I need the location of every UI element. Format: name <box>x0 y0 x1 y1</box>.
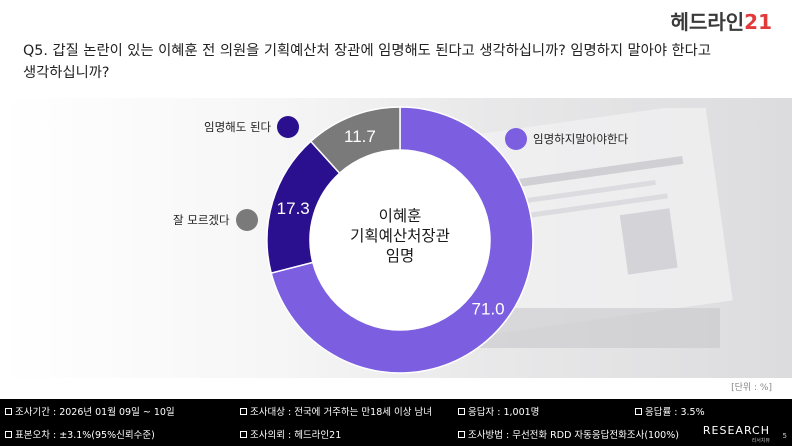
legend-item-approve: 임명해도 된다 <box>204 116 300 138</box>
legend-label-approve: 임명해도 된다 <box>204 120 272 134</box>
bullet-square-icon <box>458 430 465 438</box>
chart-center-label: 이혜훈 기획예산처장관 임명 <box>350 207 450 265</box>
legend-item-oppose: 임명하지말아야한다 <box>505 128 628 150</box>
unit-label: [단위 : %] <box>731 383 772 393</box>
brand-logo: 헤드라인21 <box>670 10 772 34</box>
footer-error: 표본오차 : ±3.1%(95%신뢰수준) <box>5 424 155 444</box>
footer-period: 조사기간 : 2026년 01월 09일 ~ 10일 <box>5 401 175 421</box>
footer-client: 조사의뢰 : 헤드라인21 <box>240 424 341 444</box>
data-label-approve: 17.3 <box>277 199 310 218</box>
bullet-square-icon <box>5 430 12 438</box>
background-newspaper-image <box>460 108 733 348</box>
data-label-oppose: 71.0 <box>472 299 505 318</box>
bullet-square-icon <box>5 407 12 415</box>
bullet-square-icon <box>635 407 642 415</box>
survey-info-footer <box>0 399 792 446</box>
research-logo: RESEARCH 리서치뷰 <box>702 424 770 444</box>
bullet-square-icon <box>240 430 247 438</box>
legend-swatch-approve <box>277 116 300 138</box>
legend-label-oppose: 임명하지말아야한다 <box>533 132 629 146</box>
page-number: 5 <box>782 432 787 440</box>
donut-hole <box>310 150 490 330</box>
bullet-square-icon <box>458 407 465 415</box>
legend-swatch-unknown <box>235 209 258 231</box>
legend-swatch-oppose <box>505 128 527 150</box>
data-label-unknown: 11.7 <box>344 127 376 146</box>
legend-item-unknown: 잘 모르겠다 <box>173 209 258 231</box>
footer-method: 조사방법 : 무선전화 RDD 자동응답전화조사(100%) <box>458 424 679 444</box>
footer-target: 조사대상 : 전국에 거주하는 만18세 이상 남녀 <box>240 401 432 421</box>
question-text: Q5. 갑질 논란이 있는 이혜훈 전 의원을 기획예산처 장관에 임명해도 된… <box>23 43 711 81</box>
bullet-square-icon <box>240 407 247 415</box>
legend-label-unknown: 잘 모르겠다 <box>173 213 230 227</box>
footer-respondents: 응답자 : 1,001명 <box>458 401 539 421</box>
footer-response-rate: 응답률 : 3.5% <box>635 401 705 421</box>
